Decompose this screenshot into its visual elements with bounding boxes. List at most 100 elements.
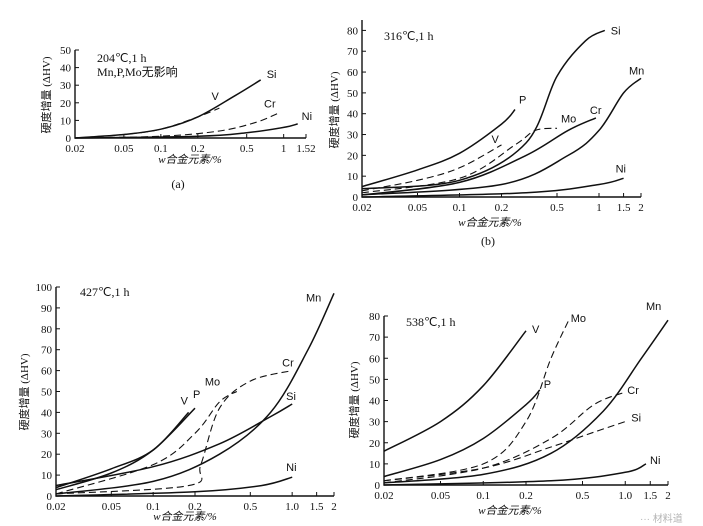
- panel-label: (b): [481, 234, 495, 248]
- series-line-mn: [55, 292, 335, 495]
- y-axis-label: 硬度增量 (ΔHV): [17, 353, 31, 430]
- watermark: ··· 材料道: [640, 512, 683, 525]
- series-label-v: V: [181, 395, 189, 407]
- y-tick-label: 20: [41, 449, 53, 461]
- y-tick-label: 30: [347, 130, 359, 142]
- x-tick-label: 1.0: [618, 490, 632, 502]
- series-label-si: Si: [286, 391, 296, 403]
- chart-annotation: 316℃,1 h: [384, 29, 433, 43]
- series-label-v: V: [211, 91, 219, 103]
- chart-annotation: 204℃,1 h: [97, 51, 146, 65]
- x-tick-label: 1.5: [617, 202, 631, 214]
- x-tick-label: 0.5: [576, 490, 590, 502]
- series-label-p: P: [519, 95, 526, 107]
- y-tick-label: 50: [41, 387, 53, 399]
- y-tick-label: 30: [41, 428, 53, 440]
- panel-label: (a): [171, 177, 184, 191]
- series-label-ni: Ni: [286, 462, 296, 474]
- series-label-si: Si: [631, 413, 641, 425]
- y-tick-label: 40: [369, 396, 381, 408]
- series-line-mn: [383, 319, 669, 484]
- x-tick-label: 0.1: [476, 490, 490, 502]
- x-tick-label: 0.02: [352, 202, 371, 214]
- y-tick-label: 50: [369, 374, 381, 386]
- x-tick-label: 0.5: [240, 143, 254, 155]
- y-tick-label: 70: [369, 332, 381, 344]
- series-label-mo: Mo: [571, 313, 586, 325]
- series-label-cr: Cr: [627, 385, 639, 397]
- x-tick-label: 0.02: [65, 143, 84, 155]
- x-tick-label: 1.5: [643, 490, 657, 502]
- chart-panel-4: 0 10 20 30 40 50 60 70 80 0.02 0.05 0.1 0.2 0.5 1.0 1.5…: [347, 301, 671, 517]
- series-label-cr: Cr: [282, 358, 294, 370]
- x-axis-label: w合金元素/%: [478, 504, 542, 517]
- chart-panel-3: 0 10 20 30 40 50 60 70 80 90 100 0.02 0.05 0.1 0.2 0.5 1…: [17, 282, 337, 523]
- chart-annotation: 538℃,1 h: [406, 315, 455, 329]
- x-tick-label: 0.5: [550, 202, 564, 214]
- x-tick-label: 0.2: [188, 501, 202, 513]
- x-axis-label: w合金元素/%: [458, 216, 522, 229]
- series-line-ni: [361, 177, 624, 198]
- series-label-si: Si: [611, 25, 621, 37]
- series-label-ni: Ni: [302, 111, 312, 123]
- series-line-v: [361, 144, 502, 192]
- y-tick-label: 20: [369, 438, 381, 450]
- y-tick-label: 60: [347, 67, 359, 79]
- y-tick-label: 20: [60, 98, 72, 110]
- y-tick-label: 30: [60, 80, 72, 92]
- y-tick-label: 30: [369, 417, 381, 429]
- x-tick-label: 0.1: [453, 202, 467, 214]
- y-tick-label: 10: [41, 470, 53, 482]
- x-tick-label: 0.05: [408, 202, 428, 214]
- series-line-p: [361, 109, 516, 188]
- x-tick-label: 0.05: [102, 501, 122, 513]
- y-axis-label: 硬度增量 (ΔHV): [347, 361, 361, 438]
- y-tick-label: 50: [60, 45, 72, 57]
- x-tick-label: 1: [281, 143, 287, 155]
- x-tick-label: 0.2: [519, 490, 533, 502]
- series-label-p: P: [544, 379, 551, 391]
- y-tick-label: 100: [36, 282, 53, 294]
- y-tick-label: 80: [41, 324, 53, 336]
- y-tick-label: 40: [41, 407, 53, 419]
- x-tick-label: 2: [638, 202, 644, 214]
- chart-annotation-2: Mn,P,Mo无影响: [97, 64, 178, 79]
- series-line-si: [55, 403, 293, 487]
- x-tick-label: 0.2: [191, 143, 205, 155]
- series-label-v: V: [532, 324, 540, 336]
- y-tick-label: 40: [60, 63, 72, 75]
- y-tick-label: 80: [347, 25, 359, 37]
- y-tick-label: 60: [41, 366, 53, 378]
- series-line-mo: [361, 127, 558, 194]
- series-label-ni: Ni: [616, 163, 626, 175]
- x-tick-label: 1.52: [296, 143, 315, 155]
- x-tick-label: 1.0: [285, 501, 299, 513]
- y-axis-label: 硬度增量 (ΔHV): [39, 56, 53, 133]
- series-label-ni: Ni: [650, 455, 660, 467]
- series-label-mn: Mn: [646, 301, 661, 313]
- series-line-ni: [55, 476, 293, 497]
- y-tick-label: 70: [41, 345, 53, 357]
- y-tick-label: 90: [41, 303, 53, 315]
- series-line-p: [383, 389, 541, 478]
- series-label-mo: Mo: [205, 377, 220, 389]
- series-label-mn: Mn: [306, 292, 321, 304]
- x-axis-label: w合金元素/%: [153, 510, 217, 523]
- series-line-mo: [55, 391, 238, 495]
- x-tick-label: 0.5: [243, 501, 257, 513]
- y-axis-label: 硬度增量 (ΔHV): [327, 71, 341, 148]
- chart-annotation: 427℃,1 h: [80, 285, 129, 299]
- x-tick-label: 1: [596, 202, 602, 214]
- y-tick-label: 10: [369, 459, 381, 471]
- x-tick-label: 1.5: [310, 501, 324, 513]
- series-line-v: [383, 330, 527, 452]
- x-tick-label: 0.05: [114, 143, 134, 155]
- series-line-si: [74, 79, 262, 139]
- axis-lines: [383, 316, 668, 486]
- x-tick-label: 0.2: [495, 202, 509, 214]
- y-tick-label: 70: [347, 46, 359, 58]
- x-tick-label: 0.02: [374, 490, 393, 502]
- y-tick-label: 0: [47, 491, 53, 503]
- x-axis-label: w合金元素/%: [158, 153, 222, 166]
